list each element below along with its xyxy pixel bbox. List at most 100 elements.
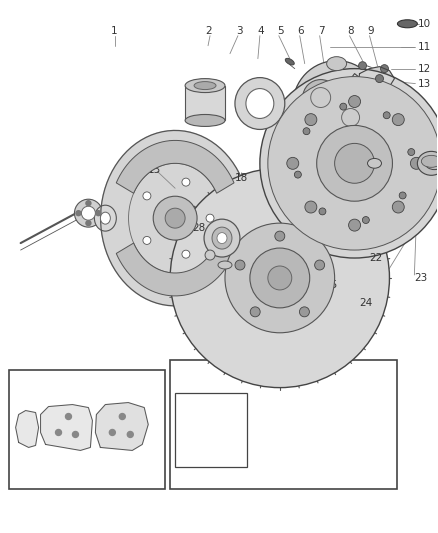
Ellipse shape	[397, 20, 417, 28]
Circle shape	[86, 201, 91, 206]
Circle shape	[410, 157, 422, 169]
Circle shape	[268, 77, 438, 250]
Circle shape	[314, 260, 325, 270]
Ellipse shape	[218, 261, 232, 269]
Circle shape	[359, 62, 367, 70]
Ellipse shape	[293, 61, 381, 150]
Text: 12: 12	[417, 63, 431, 74]
Polygon shape	[350, 114, 379, 125]
Circle shape	[305, 201, 317, 213]
Bar	[170, 360, 397, 489]
Circle shape	[74, 199, 102, 227]
Circle shape	[96, 211, 101, 216]
Text: 9: 9	[367, 26, 374, 36]
Ellipse shape	[311, 87, 331, 108]
Ellipse shape	[204, 219, 240, 257]
Polygon shape	[352, 67, 395, 94]
Ellipse shape	[185, 115, 225, 126]
Text: 28: 28	[192, 223, 205, 233]
Circle shape	[375, 75, 384, 83]
Text: 6: 6	[298, 26, 304, 36]
Text: 10: 10	[417, 19, 431, 29]
Circle shape	[275, 231, 285, 241]
Text: 27: 27	[225, 238, 238, 248]
Circle shape	[205, 250, 215, 260]
Circle shape	[143, 192, 151, 200]
Circle shape	[349, 219, 360, 231]
Ellipse shape	[194, 82, 216, 90]
Text: 21: 21	[338, 235, 351, 245]
Circle shape	[268, 266, 292, 290]
Text: 8: 8	[348, 26, 354, 36]
Ellipse shape	[217, 232, 227, 244]
Ellipse shape	[212, 227, 232, 249]
Circle shape	[56, 430, 61, 435]
Circle shape	[119, 414, 125, 419]
Ellipse shape	[95, 205, 117, 231]
Circle shape	[399, 192, 406, 199]
Circle shape	[317, 125, 392, 201]
Polygon shape	[16, 410, 39, 447]
Polygon shape	[41, 405, 92, 450]
Circle shape	[319, 208, 326, 215]
Ellipse shape	[327, 56, 346, 71]
Ellipse shape	[285, 58, 294, 65]
Circle shape	[250, 307, 260, 317]
Circle shape	[250, 248, 310, 308]
Circle shape	[294, 171, 301, 178]
Ellipse shape	[421, 155, 438, 167]
Bar	[185, 86, 225, 120]
Circle shape	[340, 103, 347, 110]
Text: 13: 13	[417, 78, 431, 88]
Circle shape	[165, 208, 185, 228]
Text: 24: 24	[360, 298, 373, 308]
Circle shape	[86, 221, 91, 225]
Circle shape	[392, 114, 404, 126]
Circle shape	[260, 69, 438, 258]
Text: 16: 16	[168, 143, 181, 154]
Circle shape	[170, 168, 389, 387]
Circle shape	[66, 414, 71, 419]
Circle shape	[383, 112, 390, 119]
Ellipse shape	[100, 212, 110, 224]
Circle shape	[408, 149, 415, 156]
Circle shape	[287, 157, 299, 169]
Circle shape	[362, 216, 369, 223]
Bar	[9, 370, 165, 489]
Text: 22: 22	[370, 253, 383, 263]
Circle shape	[110, 430, 115, 435]
Text: 4: 4	[258, 26, 265, 36]
Text: 23: 23	[414, 273, 427, 283]
Polygon shape	[95, 402, 148, 450]
Polygon shape	[116, 243, 234, 296]
Text: 7: 7	[318, 26, 324, 36]
Ellipse shape	[303, 79, 339, 116]
Ellipse shape	[417, 151, 438, 175]
Text: 26: 26	[305, 265, 318, 275]
Text: 3: 3	[236, 26, 243, 36]
Ellipse shape	[235, 78, 285, 130]
Text: 17: 17	[198, 158, 211, 168]
Text: 29: 29	[168, 208, 181, 218]
Circle shape	[235, 260, 245, 270]
Circle shape	[305, 114, 317, 126]
Text: 19: 19	[300, 198, 313, 208]
Circle shape	[303, 128, 310, 135]
Text: 5: 5	[277, 26, 283, 36]
Text: 15: 15	[148, 165, 162, 175]
Polygon shape	[101, 131, 249, 306]
Circle shape	[225, 223, 335, 333]
Polygon shape	[116, 140, 234, 193]
Text: 20: 20	[320, 218, 333, 228]
Circle shape	[76, 211, 81, 216]
Circle shape	[182, 178, 190, 186]
Circle shape	[392, 201, 404, 213]
Circle shape	[81, 206, 95, 220]
Circle shape	[182, 250, 190, 258]
Bar	[175, 393, 247, 467]
Circle shape	[300, 307, 309, 317]
Circle shape	[206, 214, 214, 222]
Text: 1: 1	[110, 26, 117, 36]
Ellipse shape	[185, 78, 225, 93]
Circle shape	[349, 95, 360, 108]
